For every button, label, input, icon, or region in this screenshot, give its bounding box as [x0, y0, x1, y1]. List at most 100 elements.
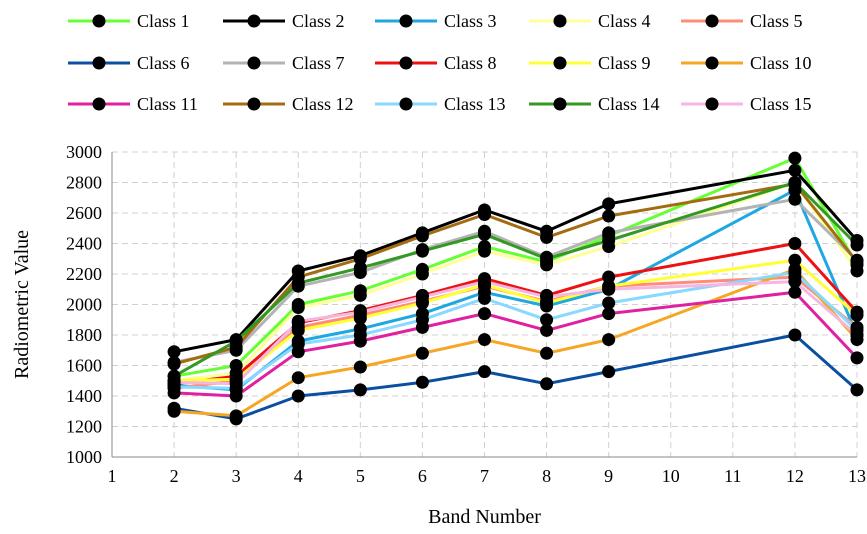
x-tick-label: 8	[542, 466, 551, 486]
legend-item: Class 5	[681, 11, 803, 31]
legend-swatch-marker	[247, 97, 261, 111]
plot-area: 1000 1200 1400 1600 1800 2000 2200 2400 2600 2800…	[66, 142, 866, 486]
data-point	[850, 308, 864, 322]
data-point	[167, 345, 181, 359]
data-point	[478, 307, 491, 321]
data-point	[167, 404, 181, 418]
legend-swatch-marker	[92, 14, 106, 28]
legend-swatch-marker	[553, 56, 567, 70]
y-tick-label: 1400	[66, 386, 102, 406]
x-tick-label: 12	[786, 466, 804, 486]
data-point	[540, 230, 554, 244]
data-point	[291, 337, 305, 351]
data-point	[353, 383, 367, 397]
series-line	[173, 156, 859, 378]
x-tick-label: 11	[724, 466, 741, 486]
data-point	[602, 282, 616, 296]
legend-swatch-marker	[705, 56, 719, 70]
data-point	[415, 346, 429, 360]
legend-item: Class 6	[68, 53, 190, 73]
y-tick-label: 3000	[66, 142, 102, 162]
data-point	[478, 365, 491, 379]
x-tick-label: 7	[480, 466, 489, 486]
x-tick-label: 1	[108, 466, 117, 486]
data-point	[291, 301, 305, 315]
series-line	[173, 267, 859, 418]
legend-item: Class 11	[68, 94, 198, 114]
legend-swatch-marker	[399, 56, 413, 70]
y-tick-label: 2400	[66, 234, 102, 254]
data-point	[850, 264, 864, 278]
data-point	[478, 208, 491, 222]
data-point	[788, 237, 802, 250]
legend-label: Class 1	[137, 11, 190, 31]
legend-label: Class 4	[598, 11, 651, 31]
series-line	[174, 258, 858, 383]
y-tick-label: 2000	[66, 295, 102, 315]
data-point	[291, 371, 305, 385]
series-line	[174, 271, 859, 390]
data-point	[850, 383, 864, 397]
legend-item: Class 3	[375, 11, 497, 31]
x-tick-label: 5	[356, 466, 365, 486]
data-point	[291, 314, 305, 328]
legend-label: Class 13	[444, 94, 506, 114]
data-point	[788, 285, 802, 299]
legend-swatch-marker	[247, 56, 261, 70]
legend-item: Class 15	[681, 94, 812, 114]
data-point	[478, 333, 491, 347]
series-line	[173, 197, 859, 364]
data-point	[229, 334, 243, 348]
y-tick-label: 1600	[66, 356, 102, 376]
data-point	[291, 276, 305, 290]
data-point	[415, 267, 429, 281]
series-line	[173, 333, 858, 421]
axes	[111, 152, 857, 458]
data-point	[415, 313, 429, 327]
data-point	[602, 365, 616, 379]
data-point	[540, 323, 554, 337]
data-point	[353, 305, 367, 319]
data-point	[602, 270, 616, 284]
data-point	[291, 323, 305, 337]
y-tick-label: 2600	[66, 203, 102, 223]
data-point	[850, 351, 864, 365]
data-point	[478, 244, 491, 258]
legend-label: Class 3	[444, 11, 497, 31]
series-lines	[173, 156, 859, 421]
series-line	[173, 168, 859, 354]
series-line	[173, 181, 859, 378]
data-point	[415, 244, 429, 258]
tick-labels: 1000 1200 1400 1600 1800 2000 2200 2400 2600 2800…	[66, 142, 866, 486]
x-axis-title: Band Number	[428, 506, 541, 528]
data-point	[602, 333, 616, 347]
series-line	[174, 290, 859, 398]
x-tick-label: 4	[294, 466, 303, 486]
data-point	[540, 313, 554, 327]
y-axis-title: Radiometric Value	[11, 230, 33, 379]
data-point	[353, 261, 367, 275]
legend-swatch-marker	[399, 14, 413, 28]
legend-item: Class 4	[529, 11, 651, 31]
x-tick-label: 9	[604, 466, 613, 486]
legend-label: Class 5	[750, 11, 803, 31]
legend-label: Class 6	[137, 53, 190, 73]
legend-swatch-marker	[553, 97, 567, 111]
legend-item: Class 9	[529, 53, 651, 73]
data-point	[478, 275, 491, 289]
legend-swatch-marker	[705, 97, 719, 111]
legend-swatch-marker	[553, 14, 567, 28]
data-point	[415, 290, 429, 304]
legend-label: Class 11	[137, 94, 198, 114]
legend-item: Class 10	[681, 53, 812, 73]
data-point	[602, 307, 616, 321]
data-point	[788, 163, 802, 177]
y-tick-label: 1000	[66, 447, 102, 467]
legend-label: Class 7	[292, 53, 345, 73]
legend-item: Class 8	[375, 53, 497, 73]
legend-label: Class 9	[598, 53, 651, 73]
data-point	[167, 357, 181, 371]
data-point	[540, 377, 554, 391]
data-point	[602, 197, 616, 211]
data-point	[602, 296, 616, 310]
